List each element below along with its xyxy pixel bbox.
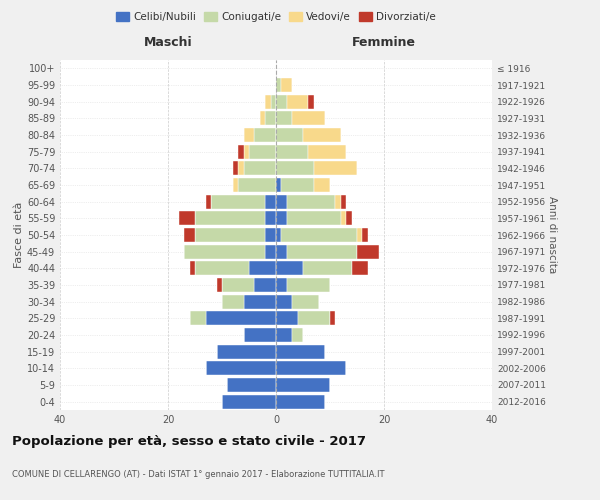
- Bar: [362, 228, 368, 242]
- Bar: [190, 311, 206, 326]
- Bar: [206, 311, 276, 326]
- Bar: [276, 328, 292, 342]
- Bar: [308, 94, 314, 109]
- Bar: [190, 261, 195, 276]
- Text: Maschi: Maschi: [143, 36, 193, 49]
- Bar: [276, 144, 308, 159]
- Bar: [303, 261, 352, 276]
- Bar: [276, 162, 314, 175]
- Bar: [287, 211, 341, 226]
- Bar: [276, 344, 325, 359]
- Bar: [265, 112, 276, 126]
- Bar: [281, 178, 314, 192]
- Bar: [244, 294, 276, 308]
- Bar: [281, 78, 292, 92]
- Bar: [287, 278, 330, 292]
- Bar: [287, 194, 335, 209]
- Bar: [276, 244, 287, 259]
- Bar: [265, 194, 276, 209]
- Bar: [298, 311, 330, 326]
- Bar: [276, 294, 292, 308]
- Bar: [195, 261, 249, 276]
- Bar: [276, 94, 287, 109]
- Text: Popolazione per età, sesso e stato civile - 2017: Popolazione per età, sesso e stato civil…: [12, 435, 366, 448]
- Bar: [211, 194, 265, 209]
- Bar: [244, 128, 254, 142]
- Bar: [276, 361, 346, 376]
- Bar: [260, 112, 265, 126]
- Bar: [238, 162, 244, 175]
- Bar: [292, 294, 319, 308]
- Bar: [265, 228, 276, 242]
- Bar: [276, 194, 287, 209]
- Legend: Celibi/Nubili, Coniugati/e, Vedovi/e, Divorziati/e: Celibi/Nubili, Coniugati/e, Vedovi/e, Di…: [112, 8, 440, 26]
- Bar: [276, 228, 281, 242]
- Bar: [303, 128, 341, 142]
- Bar: [233, 162, 238, 175]
- Bar: [184, 244, 265, 259]
- Bar: [254, 128, 276, 142]
- Bar: [265, 244, 276, 259]
- Bar: [357, 244, 379, 259]
- Bar: [238, 178, 276, 192]
- Bar: [222, 394, 276, 409]
- Bar: [265, 211, 276, 226]
- Bar: [276, 378, 330, 392]
- Bar: [287, 244, 357, 259]
- Bar: [314, 178, 330, 192]
- Bar: [249, 144, 276, 159]
- Bar: [227, 378, 276, 392]
- Bar: [206, 194, 211, 209]
- Bar: [195, 228, 265, 242]
- Bar: [276, 78, 281, 92]
- Bar: [287, 94, 308, 109]
- Y-axis label: Fasce di età: Fasce di età: [14, 202, 24, 268]
- Bar: [244, 328, 276, 342]
- Bar: [222, 278, 254, 292]
- Bar: [346, 211, 352, 226]
- Bar: [352, 261, 368, 276]
- Bar: [179, 211, 195, 226]
- Bar: [292, 112, 325, 126]
- Bar: [184, 228, 195, 242]
- Bar: [217, 344, 276, 359]
- Bar: [341, 194, 346, 209]
- Bar: [244, 162, 276, 175]
- Bar: [292, 328, 303, 342]
- Bar: [276, 211, 287, 226]
- Bar: [206, 361, 276, 376]
- Bar: [308, 144, 346, 159]
- Bar: [276, 311, 298, 326]
- Bar: [238, 144, 244, 159]
- Bar: [314, 162, 357, 175]
- Bar: [217, 278, 222, 292]
- Text: COMUNE DI CELLARENGO (AT) - Dati ISTAT 1° gennaio 2017 - Elaborazione TUTTITALIA: COMUNE DI CELLARENGO (AT) - Dati ISTAT 1…: [12, 470, 385, 479]
- Bar: [276, 394, 325, 409]
- Bar: [254, 278, 276, 292]
- Bar: [341, 211, 346, 226]
- Bar: [281, 228, 357, 242]
- Text: Femmine: Femmine: [352, 36, 416, 49]
- Y-axis label: Anni di nascita: Anni di nascita: [547, 196, 557, 274]
- Bar: [265, 94, 271, 109]
- Bar: [222, 294, 244, 308]
- Bar: [276, 128, 303, 142]
- Bar: [195, 211, 265, 226]
- Bar: [335, 194, 341, 209]
- Bar: [244, 144, 249, 159]
- Bar: [276, 261, 303, 276]
- Bar: [276, 178, 281, 192]
- Bar: [276, 278, 287, 292]
- Bar: [249, 261, 276, 276]
- Bar: [276, 112, 292, 126]
- Bar: [330, 311, 335, 326]
- Bar: [271, 94, 276, 109]
- Bar: [233, 178, 238, 192]
- Bar: [357, 228, 362, 242]
